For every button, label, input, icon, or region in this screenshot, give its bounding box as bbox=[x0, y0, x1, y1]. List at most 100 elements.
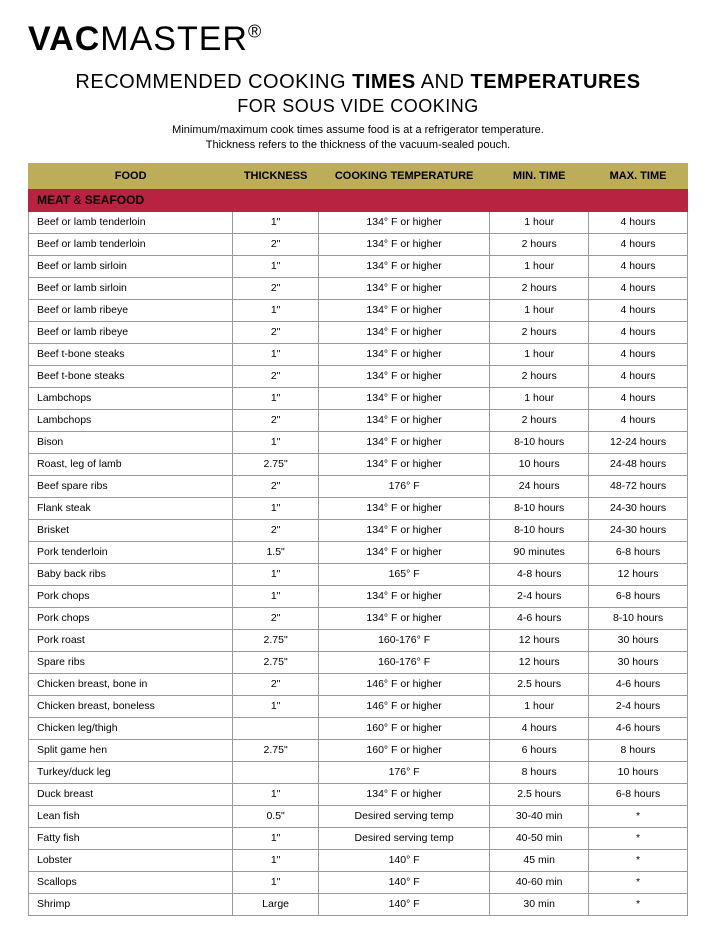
cell: Beef or lamb tenderloin bbox=[29, 211, 233, 233]
cell: 12 hours bbox=[490, 651, 589, 673]
cell: 8 hours bbox=[490, 761, 589, 783]
table-row: Lambchops1"134° F or higher1 hour4 hours bbox=[29, 387, 688, 409]
cell: 10 hours bbox=[490, 453, 589, 475]
cell: 2.5 hours bbox=[490, 673, 589, 695]
cell: Lobster bbox=[29, 849, 233, 871]
logo-light: MASTER bbox=[100, 20, 248, 58]
cell: Pork roast bbox=[29, 629, 233, 651]
title-pre: RECOMMENDED COOKING bbox=[75, 71, 352, 93]
cell: 1 hour bbox=[490, 211, 589, 233]
note-block: Minimum/maximum cook times assume food i… bbox=[28, 123, 688, 153]
cell: 2" bbox=[233, 233, 319, 255]
cell: 134° F or higher bbox=[318, 211, 489, 233]
table-row: ShrimpLarge140° F30 min* bbox=[29, 893, 688, 915]
cell: 2.75" bbox=[233, 629, 319, 651]
table-row: Lambchops2"134° F or higher2 hours4 hour… bbox=[29, 409, 688, 431]
cell: Beef t-bone steaks bbox=[29, 365, 233, 387]
table-row: Pork chops1"134° F or higher2-4 hours6-8… bbox=[29, 585, 688, 607]
cell: 146° F or higher bbox=[318, 673, 489, 695]
cell bbox=[233, 761, 319, 783]
cell: 8-10 hours bbox=[490, 497, 589, 519]
cell: 8 hours bbox=[589, 739, 688, 761]
cell: Beef or lamb tenderloin bbox=[29, 233, 233, 255]
cell: 30 hours bbox=[589, 651, 688, 673]
cell: 24-30 hours bbox=[589, 497, 688, 519]
cell: 1 hour bbox=[490, 695, 589, 717]
cell: Fatty fish bbox=[29, 827, 233, 849]
cell: Flank steak bbox=[29, 497, 233, 519]
table-row: Duck breast1"134° F or higher2.5 hours6-… bbox=[29, 783, 688, 805]
table-row: Beef or lamb sirloin1"134° F or higher1 … bbox=[29, 255, 688, 277]
cell: Lambchops bbox=[29, 409, 233, 431]
cell: 176° F bbox=[318, 475, 489, 497]
cell: 4 hours bbox=[589, 255, 688, 277]
cell: 1" bbox=[233, 563, 319, 585]
cell: 2 hours bbox=[490, 365, 589, 387]
table-row: Beef or lamb ribeye1"134° F or higher1 h… bbox=[29, 299, 688, 321]
cell: 134° F or higher bbox=[318, 409, 489, 431]
cell: 4 hours bbox=[589, 409, 688, 431]
section-meat: MEAT bbox=[37, 193, 70, 207]
logo-registered: ® bbox=[248, 22, 262, 42]
cell: Beef or lamb ribeye bbox=[29, 299, 233, 321]
cell: Chicken breast, bone in bbox=[29, 673, 233, 695]
sub-title: FOR SOUS VIDE COOKING bbox=[28, 96, 688, 117]
cell: 134° F or higher bbox=[318, 321, 489, 343]
table-row: Chicken breast, bone in2"146° F or highe… bbox=[29, 673, 688, 695]
cell: 160° F or higher bbox=[318, 739, 489, 761]
table-row: Chicken leg/thigh160° F or higher4 hours… bbox=[29, 717, 688, 739]
cell: Split game hen bbox=[29, 739, 233, 761]
cell: 4 hours bbox=[589, 233, 688, 255]
cell: 140° F bbox=[318, 849, 489, 871]
table-row: Pork tenderloin1.5"134° F or higher90 mi… bbox=[29, 541, 688, 563]
cell: 2" bbox=[233, 519, 319, 541]
table-row: Roast, leg of lamb2.75"134° F or higher1… bbox=[29, 453, 688, 475]
cell: Lambchops bbox=[29, 387, 233, 409]
table-row: Beef or lamb ribeye2"134° F or higher2 h… bbox=[29, 321, 688, 343]
col-thickness: THICKNESS bbox=[233, 163, 319, 188]
cell: 4 hours bbox=[589, 299, 688, 321]
cell: 134° F or higher bbox=[318, 299, 489, 321]
cell: 24-48 hours bbox=[589, 453, 688, 475]
table-row: Pork roast2.75"160-176° F12 hours30 hour… bbox=[29, 629, 688, 651]
section-row: MEAT & SEAFOOD bbox=[29, 188, 688, 211]
cell: 4 hours bbox=[589, 211, 688, 233]
title-block: RECOMMENDED COOKING TIMES AND TEMPERATUR… bbox=[28, 71, 688, 117]
cell: 134° F or higher bbox=[318, 783, 489, 805]
table-row: Lean fish0.5"Desired serving temp30-40 m… bbox=[29, 805, 688, 827]
cell: Spare ribs bbox=[29, 651, 233, 673]
cell: 2" bbox=[233, 321, 319, 343]
cell: * bbox=[589, 871, 688, 893]
cell: 146° F or higher bbox=[318, 695, 489, 717]
col-food: FOOD bbox=[29, 163, 233, 188]
cell: 140° F bbox=[318, 871, 489, 893]
cell: 160-176° F bbox=[318, 629, 489, 651]
note-line-1: Minimum/maximum cook times assume food i… bbox=[172, 124, 544, 136]
cell: 2-4 hours bbox=[589, 695, 688, 717]
cell: 4-6 hours bbox=[490, 607, 589, 629]
table-row: Spare ribs2.75"160-176° F12 hours30 hour… bbox=[29, 651, 688, 673]
cell: Beef or lamb sirloin bbox=[29, 255, 233, 277]
cell: 12 hours bbox=[589, 563, 688, 585]
cell: 1 hour bbox=[490, 299, 589, 321]
cell: 2" bbox=[233, 277, 319, 299]
table-row: Brisket2"134° F or higher8-10 hours24-30… bbox=[29, 519, 688, 541]
table-row: Baby back ribs1"165° F4-8 hours12 hours bbox=[29, 563, 688, 585]
section-seafood: SEAFOOD bbox=[85, 193, 144, 207]
cell: 160° F or higher bbox=[318, 717, 489, 739]
cell: Baby back ribs bbox=[29, 563, 233, 585]
cell: 10 hours bbox=[589, 761, 688, 783]
cell: 2-4 hours bbox=[490, 585, 589, 607]
cell: Beef spare ribs bbox=[29, 475, 233, 497]
cell: Beef or lamb ribeye bbox=[29, 321, 233, 343]
cell: 134° F or higher bbox=[318, 585, 489, 607]
cell: 6-8 hours bbox=[589, 783, 688, 805]
cell: 48-72 hours bbox=[589, 475, 688, 497]
cell: 2" bbox=[233, 673, 319, 695]
cell: 6 hours bbox=[490, 739, 589, 761]
cell: 4-6 hours bbox=[589, 673, 688, 695]
cell: 134° F or higher bbox=[318, 233, 489, 255]
cell: 8-10 hours bbox=[589, 607, 688, 629]
cell: 134° F or higher bbox=[318, 343, 489, 365]
cell: Pork chops bbox=[29, 607, 233, 629]
